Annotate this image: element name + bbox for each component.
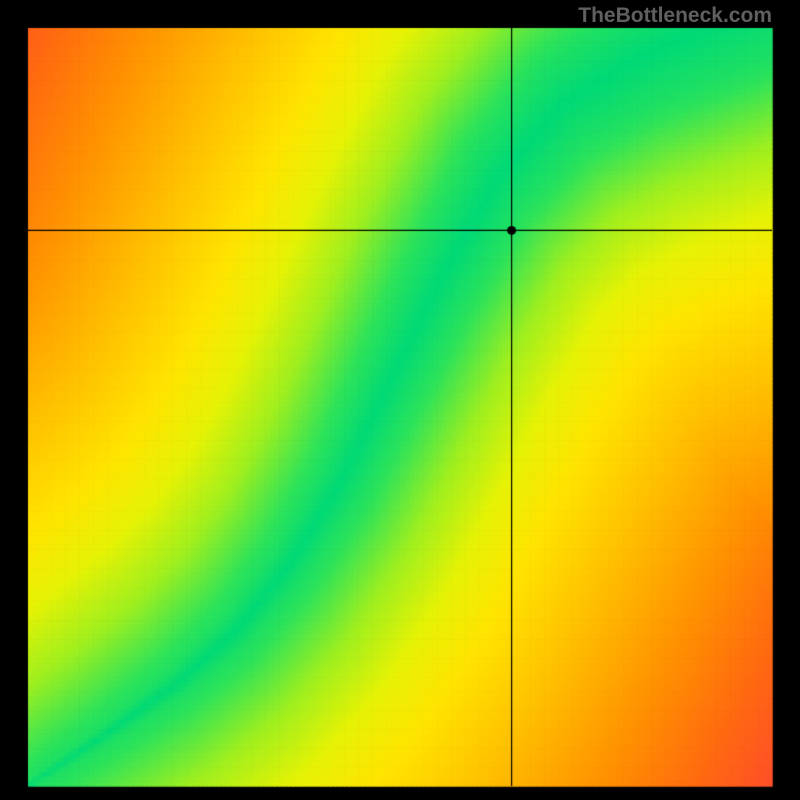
watermark-label: TheBottleneck.com [578,4,772,28]
bottleneck-heatmap [0,0,800,800]
chart-container: TheBottleneck.com [0,0,800,800]
